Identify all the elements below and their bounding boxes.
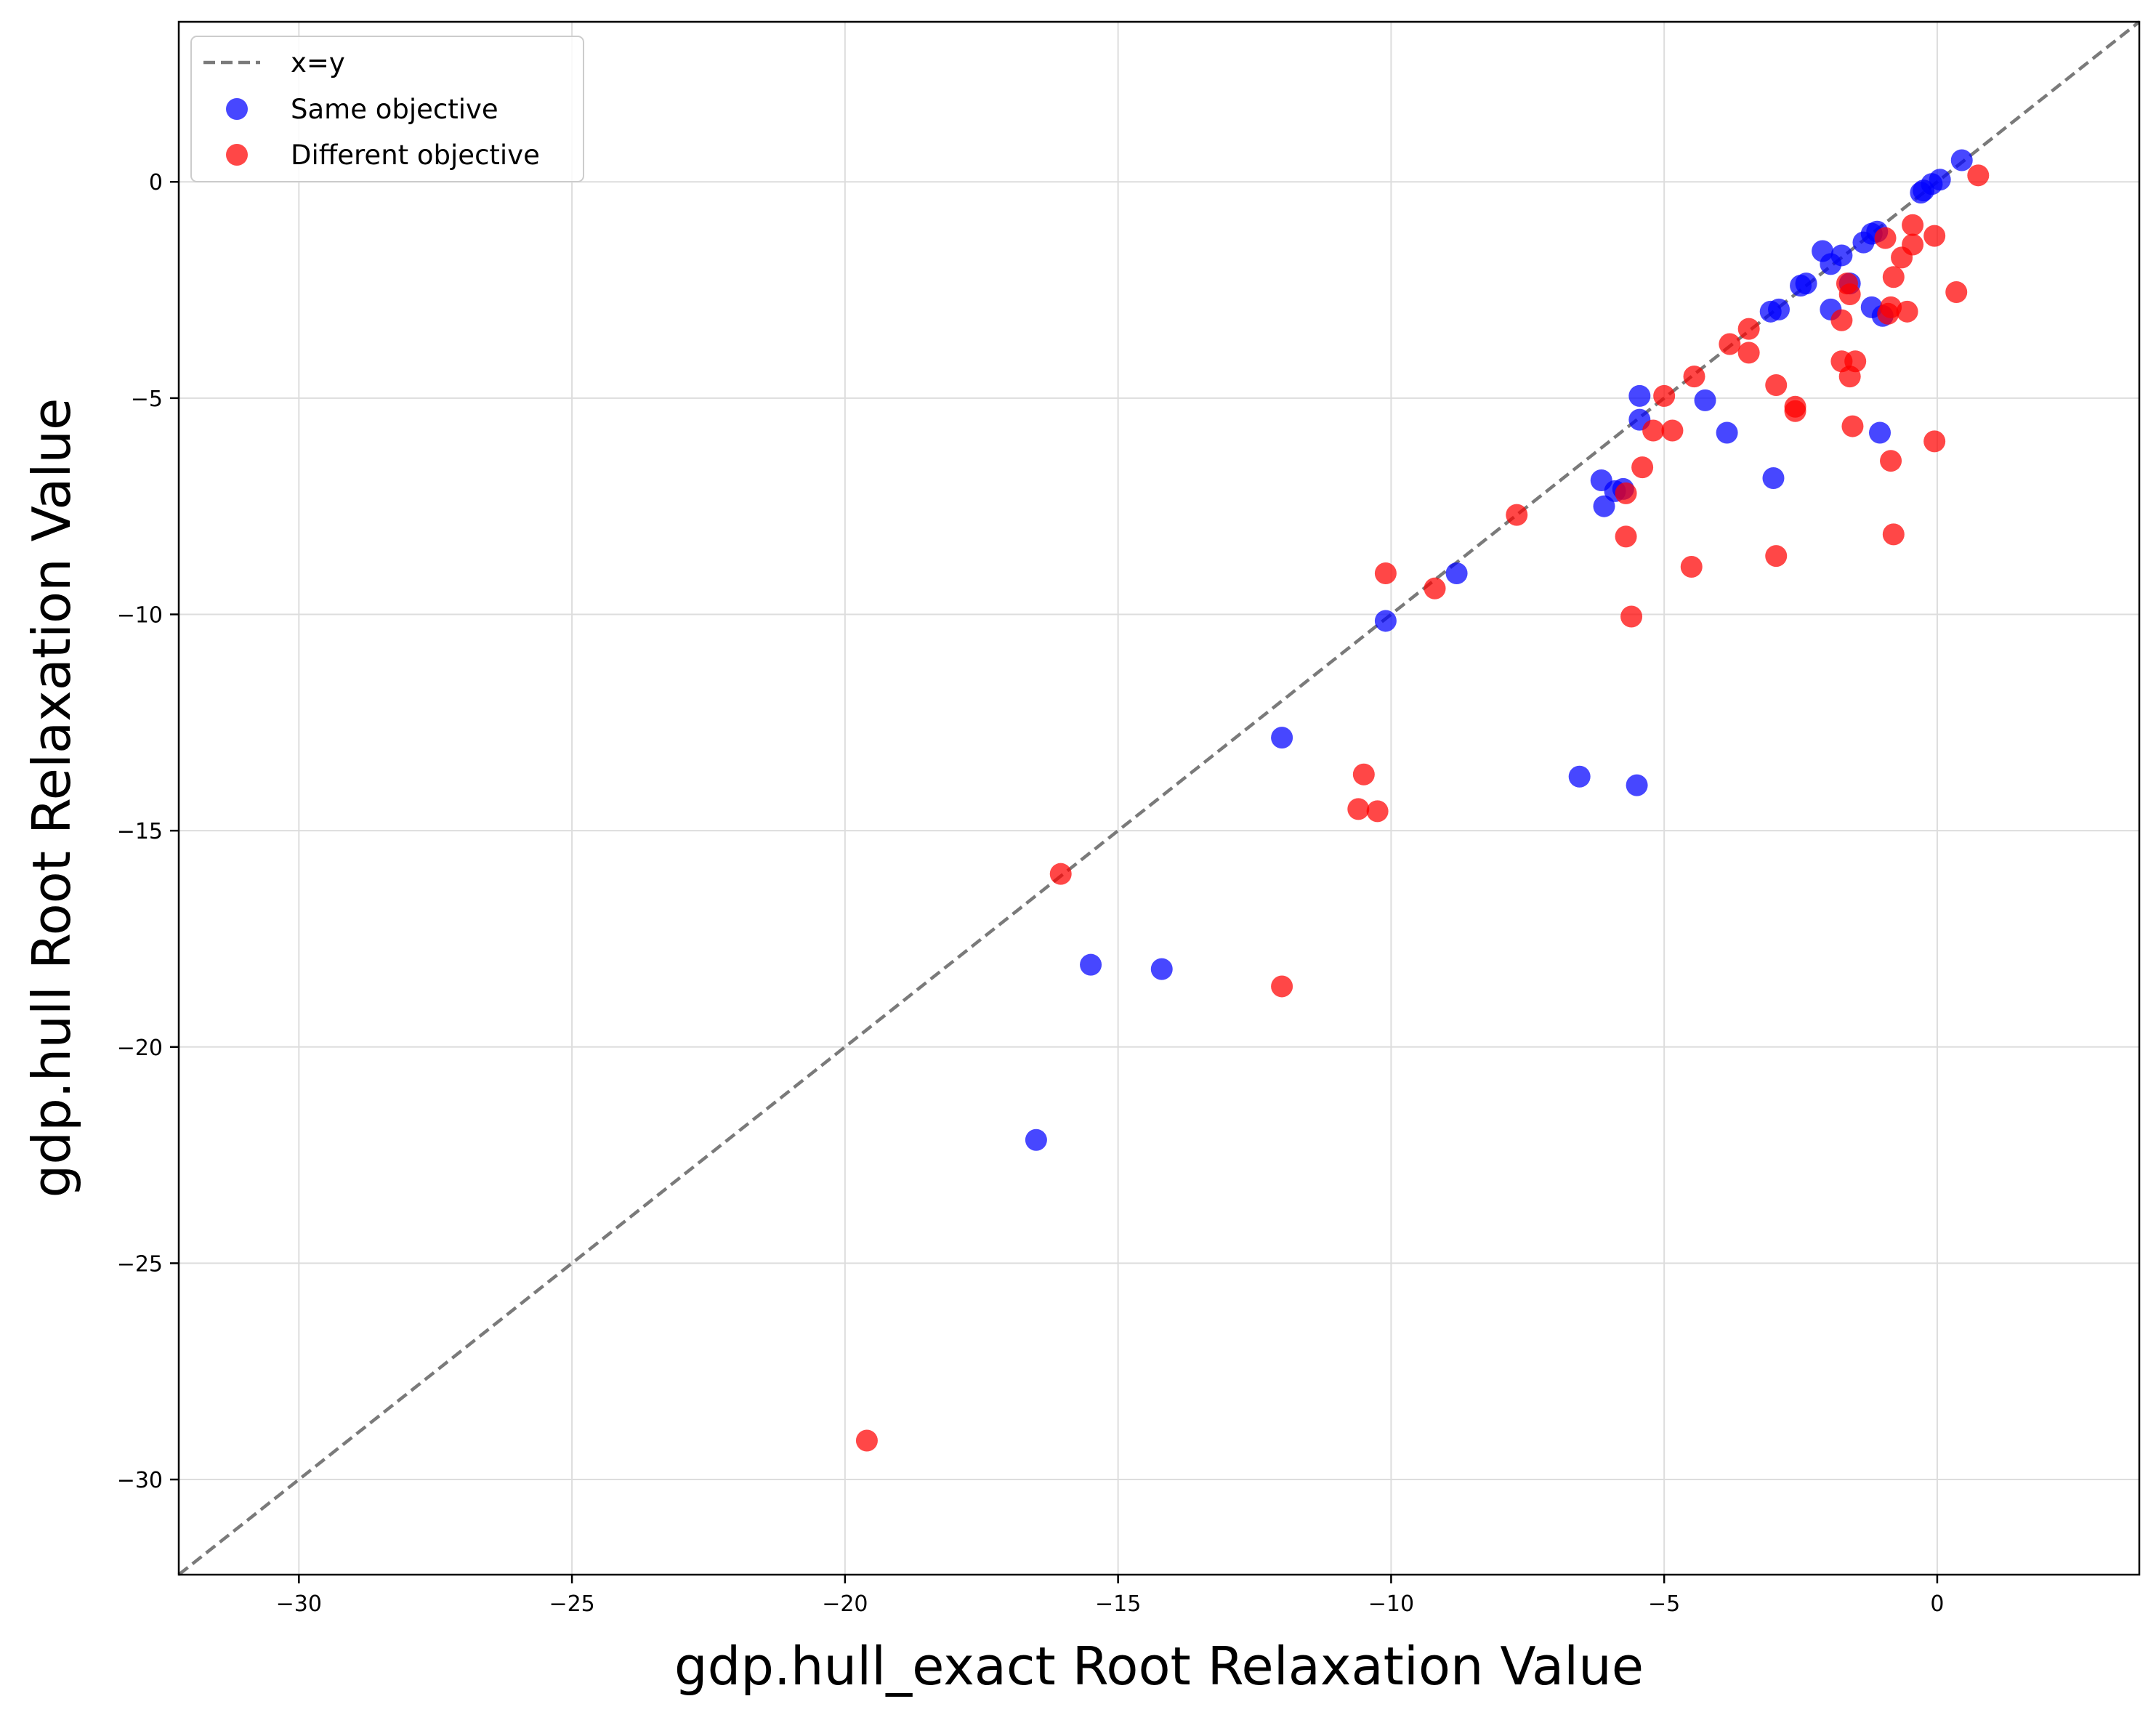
point-different-objective (1923, 225, 1946, 247)
point-same-objective (1150, 958, 1173, 980)
point-different-objective (1631, 456, 1654, 479)
point-same-objective (1694, 389, 1716, 411)
point-different-objective (1838, 283, 1861, 306)
legend-marker-different-objective (226, 144, 248, 166)
point-different-objective (1896, 300, 1918, 323)
legend: x=y Same objective Different objective (190, 36, 584, 182)
point-different-objective (1642, 419, 1665, 442)
y-tick-label: −20 (117, 1035, 163, 1061)
point-same-objective (1271, 727, 1293, 749)
legend-box (190, 36, 584, 182)
point-different-objective (1366, 800, 1389, 823)
point-same-objective (1716, 421, 1738, 444)
x-tick-label: −5 (1648, 1591, 1680, 1617)
point-same-objective (1374, 610, 1397, 632)
point-same-objective (1950, 149, 1973, 171)
legend-label-different-objective: Different objective (291, 140, 540, 171)
point-different-objective (1049, 863, 1072, 885)
point-same-objective (1762, 467, 1785, 490)
point-same-objective (1759, 300, 1782, 323)
x-tick-label: −25 (549, 1591, 594, 1617)
point-same-objective (1025, 1129, 1047, 1151)
point-same-objective (1626, 774, 1648, 796)
y-axis-title: gdp.hull Root Relaxation Value (21, 398, 82, 1198)
y-tick-label: 0 (149, 170, 163, 195)
point-same-objective (1628, 384, 1651, 407)
x-tick-label: −30 (276, 1591, 322, 1617)
point-same-objective (1910, 182, 1932, 204)
point-different-objective (1945, 281, 1968, 304)
point-different-objective (1877, 302, 1899, 325)
grid-lines (179, 22, 2139, 1575)
point-different-objective (1874, 227, 1897, 249)
axis-ticks: −30 −25 −20 −15 −10 −5 0 −30 −25 −20 −15 −10 −5 0 (117, 170, 1945, 1617)
point-different-objective (1352, 763, 1375, 786)
x-axis-title: gdp.hull_exact Root Relaxation Value (674, 1636, 1644, 1697)
point-different-objective (1967, 164, 1990, 187)
x-tick-label: −10 (1368, 1591, 1414, 1617)
x-tick-label: 0 (1930, 1591, 1944, 1617)
point-different-objective (1838, 366, 1861, 388)
point-different-objective (1902, 214, 1924, 236)
point-different-objective (855, 1429, 878, 1452)
point-different-objective (1737, 342, 1760, 364)
point-different-objective (1661, 419, 1684, 442)
legend-marker-same-objective (226, 98, 248, 120)
point-different-objective (1737, 318, 1760, 340)
x-tick-label: −20 (822, 1591, 868, 1617)
y-tick-label: −25 (117, 1251, 163, 1277)
point-different-objective (1683, 366, 1705, 388)
point-same-objective (1080, 953, 1102, 976)
point-different-objective (1615, 482, 1637, 504)
point-same-objective (1852, 231, 1875, 254)
point-different-objective (1615, 525, 1637, 548)
point-different-objective (1424, 577, 1446, 599)
point-different-objective (1923, 430, 1946, 453)
point-same-objective (1593, 495, 1615, 517)
legend-label-same-objective: Same objective (291, 94, 498, 125)
y-tick-label: −5 (131, 387, 163, 412)
point-different-objective (1271, 975, 1293, 998)
point-different-objective (1506, 504, 1528, 526)
point-different-objective (1882, 266, 1905, 288)
point-different-objective (1680, 556, 1703, 578)
data-points (855, 149, 1990, 1452)
y-tick-label: −15 (117, 819, 163, 844)
point-different-objective (1882, 523, 1905, 546)
point-different-objective (1765, 545, 1788, 568)
point-different-objective (1719, 333, 1741, 355)
point-same-objective (1445, 562, 1468, 584)
point-different-objective (1620, 605, 1643, 628)
point-same-objective (1790, 275, 1812, 297)
point-different-objective (1653, 384, 1676, 407)
x-tick-label: −15 (1095, 1591, 1141, 1617)
point-different-objective (1765, 374, 1788, 397)
point-different-objective (1374, 562, 1397, 584)
point-same-objective (1812, 240, 1834, 262)
point-different-objective (1880, 450, 1902, 472)
y-tick-label: −30 (117, 1468, 163, 1493)
point-different-objective (1784, 400, 1806, 422)
legend-label-reference-line: x=y (291, 47, 345, 78)
point-same-objective (1869, 421, 1891, 444)
point-different-objective (1347, 798, 1370, 820)
plot-frame (177, 20, 2141, 1576)
point-different-objective (1891, 246, 1913, 269)
point-same-objective (1568, 765, 1591, 788)
point-different-objective (1830, 309, 1853, 331)
y-tick-label: −10 (117, 603, 163, 629)
point-different-objective (1841, 415, 1864, 437)
